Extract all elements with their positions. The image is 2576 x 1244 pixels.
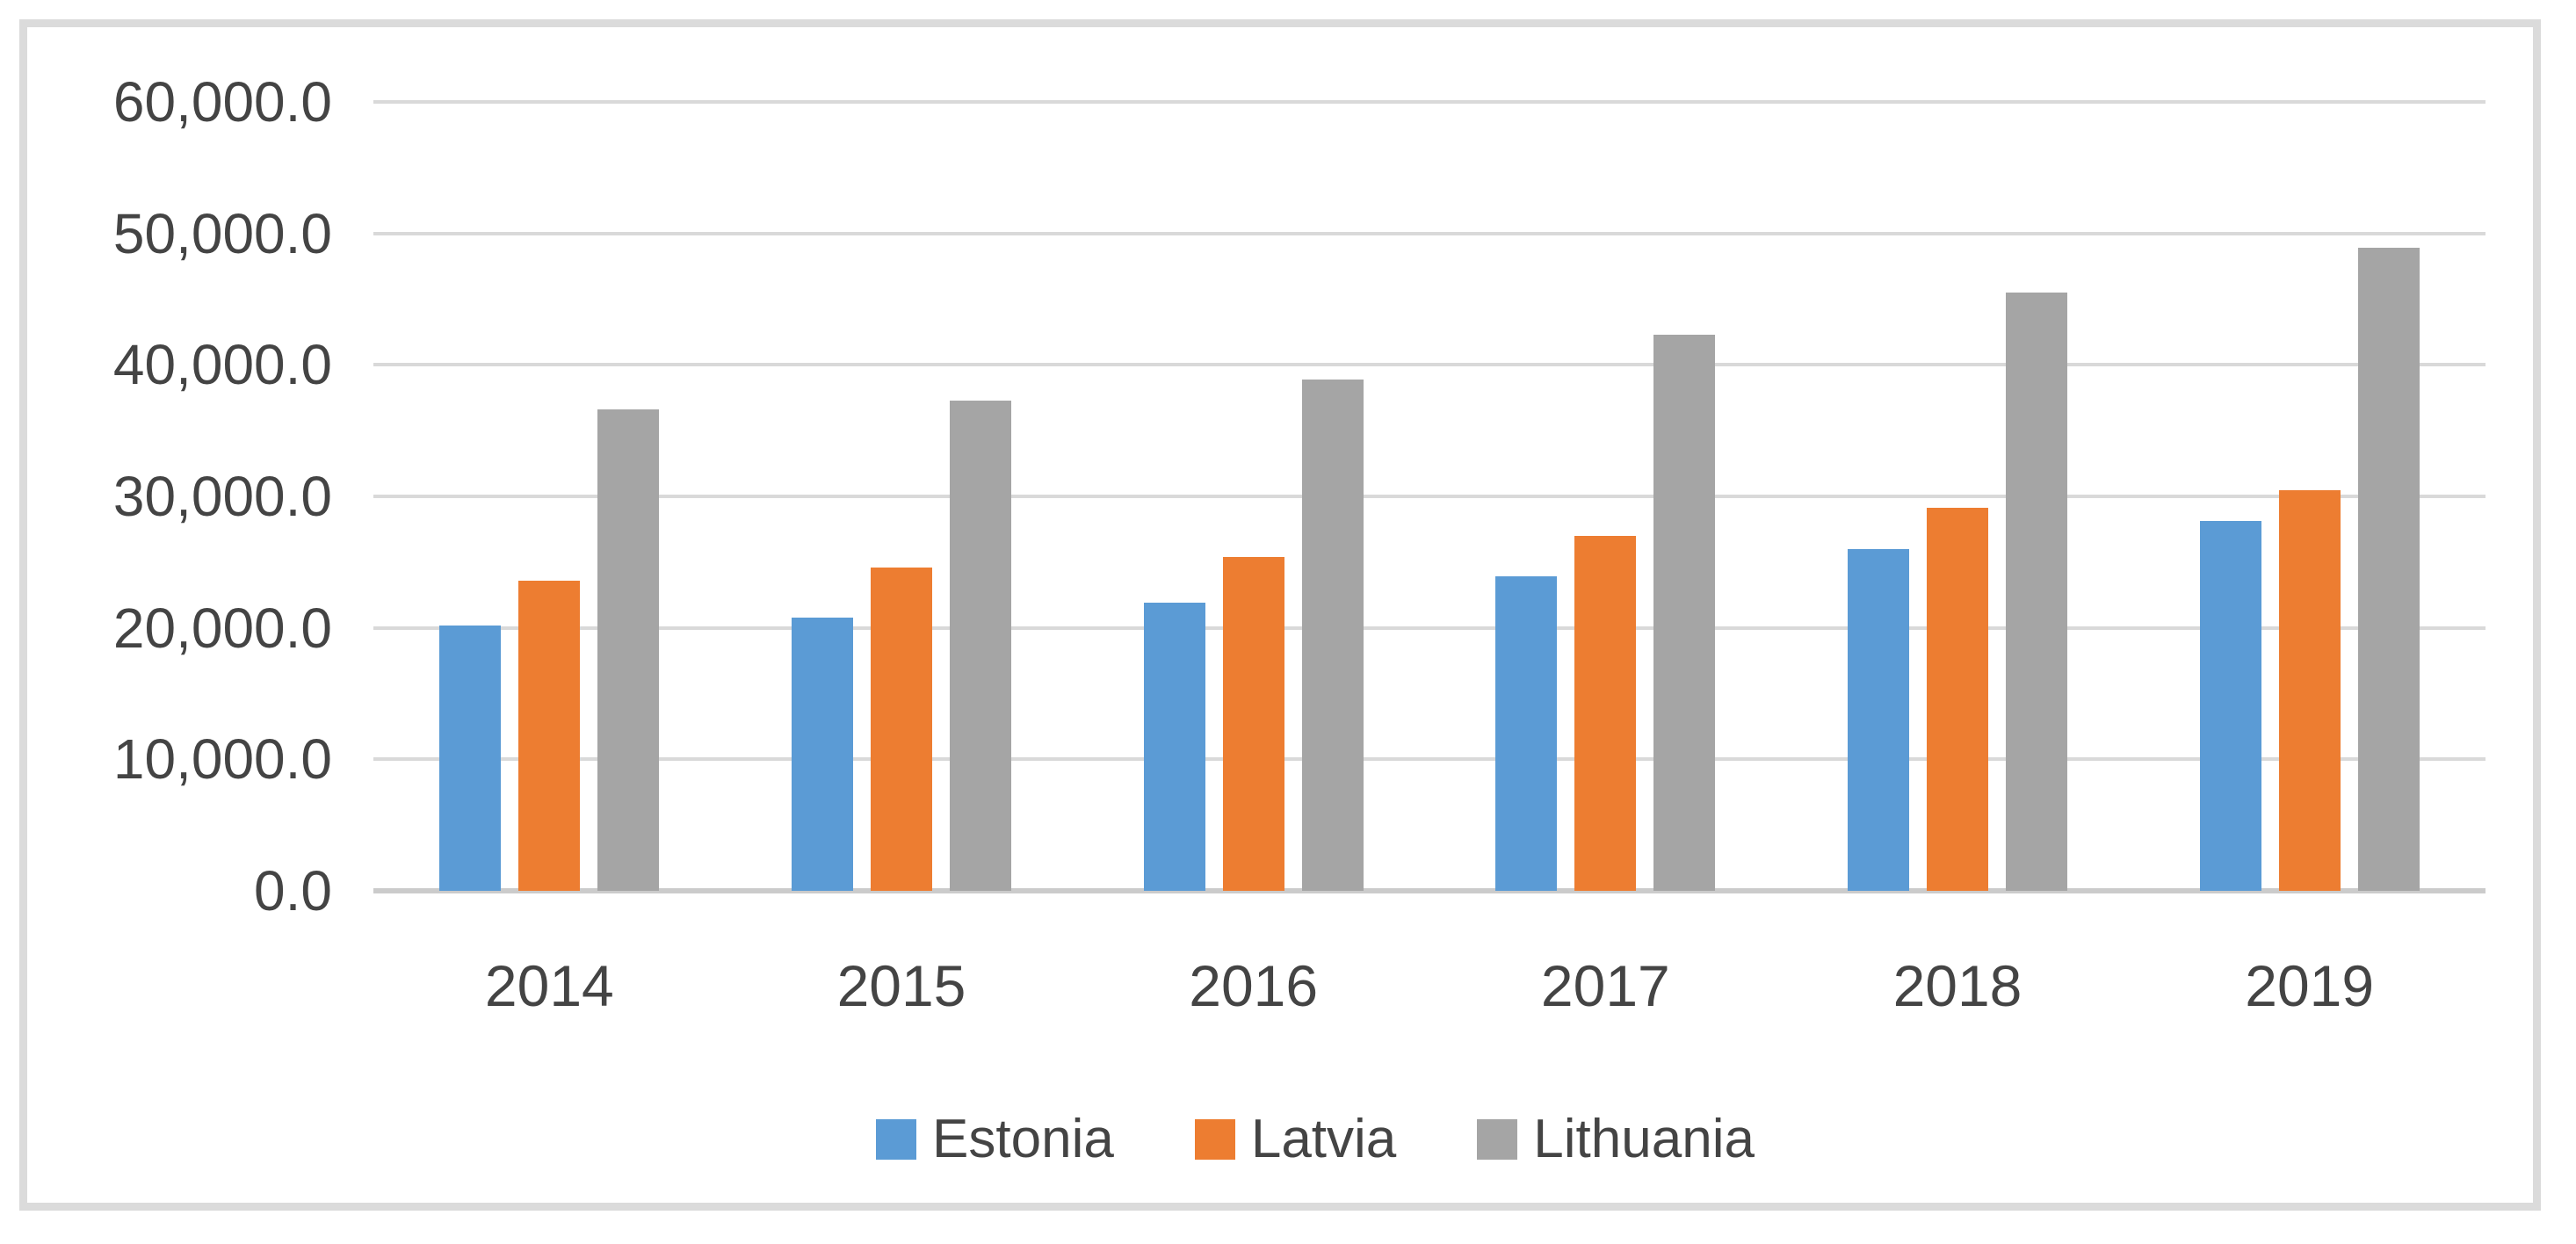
y-axis-tick-label: 60,000.0 — [112, 70, 332, 134]
gridline — [373, 231, 2486, 235]
bar-lithuania-2017 — [1653, 334, 1716, 891]
legend-label-latvia: Latvia — [1250, 1109, 1397, 1169]
x-axis-tick-label: 2018 — [1892, 953, 2022, 1018]
legend-swatch-estonia — [876, 1119, 917, 1160]
bar-latvia-2016 — [1222, 556, 1284, 891]
chart-frame: 0.0 10,000.0 20,000.0 30,000.0 40,000.0 50,00… — [19, 19, 2541, 1211]
y-axis-tick-label: 0.0 — [254, 859, 332, 922]
bar-estonia-2014 — [439, 625, 502, 891]
y-axis-tick-label: 50,000.0 — [112, 201, 332, 265]
gridline — [373, 495, 2486, 498]
legend-label-estonia: Estonia — [932, 1109, 1114, 1169]
bar-lithuania-2015 — [950, 400, 1011, 891]
gridline — [373, 100, 2486, 104]
plot-area — [373, 100, 2486, 893]
bar-latvia-2017 — [1574, 535, 1637, 891]
legend-item-lithuania: Lithuania — [1477, 1112, 1755, 1167]
x-axis-tick-label: 2015 — [836, 953, 966, 1018]
bar-lithuania-2014 — [597, 409, 660, 891]
legend-swatch-lithuania — [1477, 1119, 1518, 1160]
bar-lithuania-2019 — [2357, 248, 2420, 891]
bar-estonia-2018 — [1848, 548, 1909, 891]
y-axis-tick-label: 20,000.0 — [112, 596, 332, 660]
bar-lithuania-2016 — [1301, 379, 1364, 891]
legend: Estonia Latvia Lithuania — [27, 1112, 2576, 1167]
legend-item-latvia: Latvia — [1194, 1109, 1397, 1169]
gridline — [373, 757, 2486, 762]
gridline — [373, 363, 2486, 367]
bar-estonia-2017 — [1495, 576, 1558, 891]
bar-latvia-2018 — [1927, 508, 1988, 891]
bar-latvia-2019 — [2278, 489, 2341, 891]
bar-latvia-2014 — [518, 580, 581, 891]
bar-estonia-2019 — [2199, 521, 2261, 891]
y-axis-tick-label: 10,000.0 — [112, 727, 332, 792]
gridline — [373, 626, 2486, 630]
x-axis-tick-label: 2017 — [1540, 953, 1670, 1018]
x-axis-tick-label: 2014 — [484, 953, 614, 1018]
bar-latvia-2015 — [871, 567, 932, 891]
x-axis-tick-label: 2019 — [2245, 953, 2375, 1018]
legend-item-estonia: Estonia — [876, 1112, 1114, 1167]
x-axis-line — [373, 888, 2486, 893]
legend-swatch-latvia — [1194, 1119, 1235, 1160]
bar-estonia-2016 — [1143, 603, 1205, 891]
y-axis-tick-label: 40,000.0 — [112, 333, 332, 397]
bar-estonia-2015 — [792, 617, 853, 891]
x-axis-tick-label: 2016 — [1189, 953, 1319, 1018]
legend-label-lithuania: Lithuania — [1533, 1109, 1755, 1169]
bar-lithuania-2018 — [2006, 293, 2067, 891]
y-axis-tick-label: 30,000.0 — [112, 465, 332, 528]
